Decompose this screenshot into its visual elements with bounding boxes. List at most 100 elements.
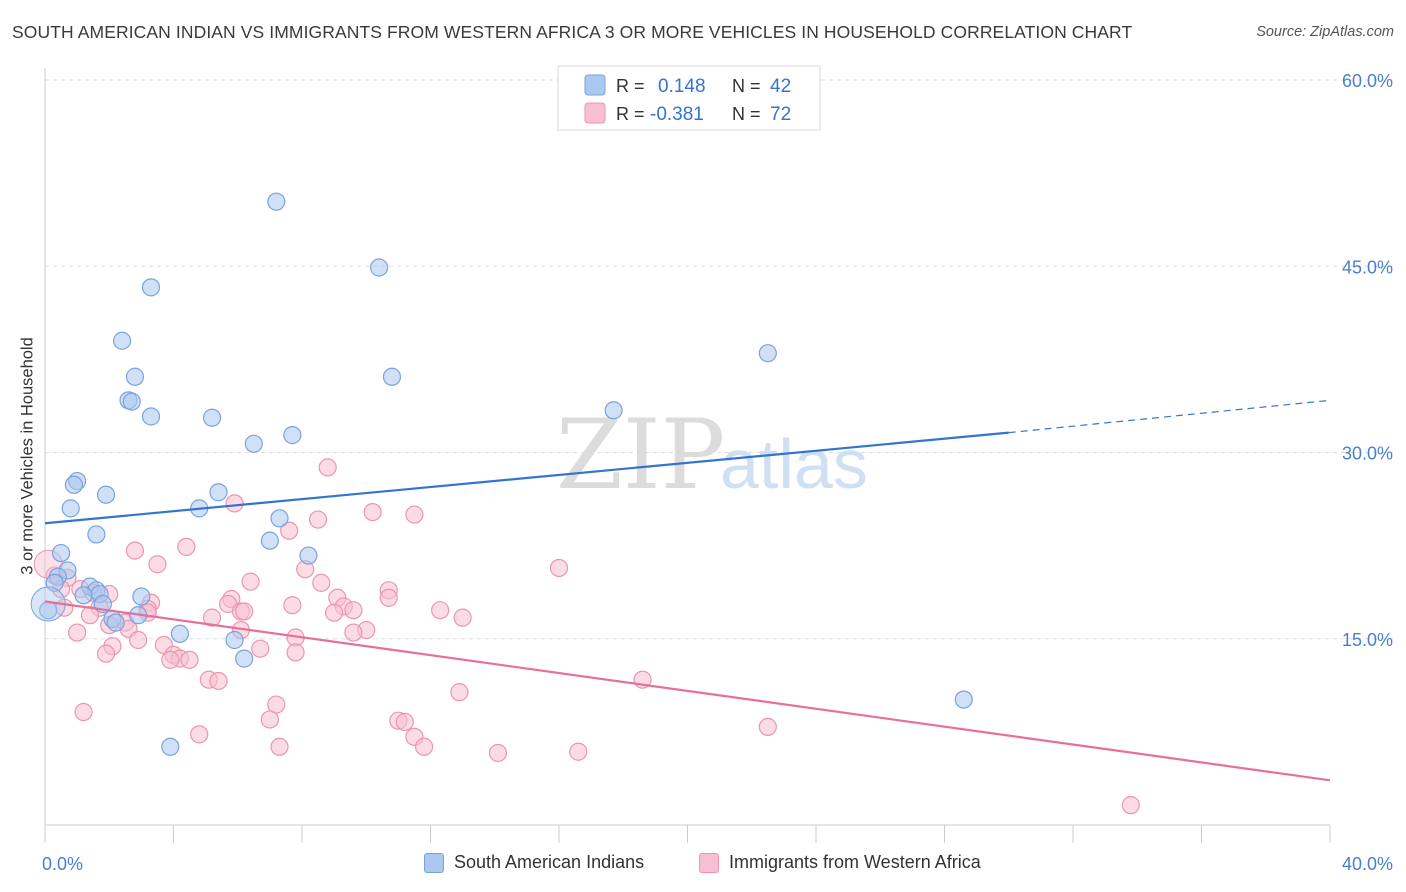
data-point <box>549 558 569 578</box>
data-point <box>260 710 279 729</box>
data-point <box>431 601 450 620</box>
data-point <box>177 537 196 556</box>
data-point <box>68 623 87 642</box>
data-point <box>180 650 199 669</box>
data-point <box>112 331 132 350</box>
data-point <box>318 458 337 477</box>
data-point <box>235 649 254 668</box>
source-credit: Source: ZipAtlas.com <box>1256 24 1394 40</box>
data-point <box>344 601 363 620</box>
gridlines <box>45 79 1394 640</box>
trend-line-south-american-indians <box>44 431 1009 525</box>
data-point <box>148 555 167 574</box>
data-point <box>344 623 363 642</box>
data-point <box>209 671 228 691</box>
watermark-atlas: atlas <box>720 425 868 503</box>
data-point <box>122 392 141 411</box>
trend-line-immigrants-from-western-africa <box>44 600 1331 782</box>
data-point <box>299 546 318 565</box>
legend-swatch-blue <box>584 74 606 96</box>
data-point <box>283 596 302 615</box>
data-point <box>312 573 331 592</box>
legend-r-label-blue: R = <box>616 76 645 96</box>
tick-labels: 15.0% 30.0% 45.0% 60.0% 0.0% 40.0% <box>42 71 1393 874</box>
data-point <box>286 643 305 662</box>
data-point <box>758 717 777 737</box>
data-point <box>308 510 328 529</box>
legend-top: R = 0.148 N = 42 R = -0.381 N = 72 <box>557 65 821 131</box>
data-point <box>450 683 469 702</box>
data-point <box>244 434 263 453</box>
watermark: ZIP atlas <box>556 399 868 511</box>
data-point <box>251 639 270 658</box>
data-point <box>325 603 344 622</box>
data-point <box>106 613 125 632</box>
legend-bottom: South American Indians Immigrants from W… <box>0 852 1406 878</box>
series-south-american-indians <box>30 192 973 756</box>
data-point <box>96 485 116 504</box>
data-point <box>604 401 623 420</box>
data-point <box>161 650 180 669</box>
legend-r-value-blue: 0.148 <box>658 76 706 97</box>
data-point <box>202 408 222 427</box>
data-point <box>74 586 93 605</box>
chart-title: SOUTH AMERICAN INDIAN VS IMMIGRANTS FROM… <box>12 22 1133 42</box>
legend-item-immigrants-from-western-africa: Immigrants from Western Africa <box>699 852 981 873</box>
data-point <box>370 258 389 277</box>
data-point <box>96 644 116 663</box>
legend-r-label-pink: R = <box>616 104 645 124</box>
y-tick-label: 30.0% <box>1342 444 1393 464</box>
data-point <box>190 725 209 744</box>
data-point <box>270 737 289 756</box>
legend-item-south-american-indians: South American Indians <box>424 852 644 873</box>
data-point <box>51 543 71 563</box>
y-tick-label: 15.0% <box>1342 630 1393 650</box>
data-point <box>414 737 434 756</box>
legend-swatch-south-american-indians <box>424 852 444 873</box>
y-tick-label: 45.0% <box>1342 257 1393 277</box>
watermark-zip: ZIP <box>556 399 725 511</box>
legend-n-value-blue: 42 <box>770 76 791 97</box>
data-point <box>488 743 508 763</box>
data-point <box>161 737 180 756</box>
x-tick-label: 0.0% <box>42 854 83 874</box>
data-point <box>758 344 777 363</box>
data-point <box>379 588 398 607</box>
data-point <box>141 278 161 297</box>
legend-n-label-blue: N = <box>732 76 761 96</box>
x-tick-label: 40.0% <box>1342 854 1393 874</box>
data-point <box>87 525 106 544</box>
data-point <box>170 624 190 643</box>
legend-n-label-pink: N = <box>732 104 761 124</box>
legend-n-value-pink: 72 <box>770 104 791 125</box>
data-point <box>1121 796 1140 815</box>
data-point <box>270 509 289 528</box>
data-point <box>129 630 148 650</box>
data-point <box>225 630 244 650</box>
data-point <box>260 531 279 550</box>
data-point <box>954 690 973 709</box>
data-point <box>453 608 472 627</box>
data-point <box>363 502 382 522</box>
data-point <box>280 521 299 540</box>
data-point <box>209 483 228 502</box>
legend-label-south-american-indians: South American Indians <box>454 852 645 872</box>
data-point <box>283 426 302 445</box>
trend-lines <box>44 399 1331 782</box>
data-point <box>267 192 286 211</box>
data-point <box>405 505 424 524</box>
data-point <box>125 541 145 560</box>
data-point <box>235 602 254 621</box>
data-point <box>74 702 93 722</box>
data-point <box>202 608 222 627</box>
data-point <box>61 499 80 518</box>
data-point <box>382 367 402 386</box>
data-point <box>395 712 414 732</box>
legend-swatch-pink <box>584 102 606 124</box>
data-point <box>132 587 151 606</box>
legend-swatch-immigrants-from-western-africa <box>699 852 719 873</box>
data-point <box>241 572 260 591</box>
trend-line-extension <box>1008 399 1331 434</box>
data-point <box>141 407 161 426</box>
